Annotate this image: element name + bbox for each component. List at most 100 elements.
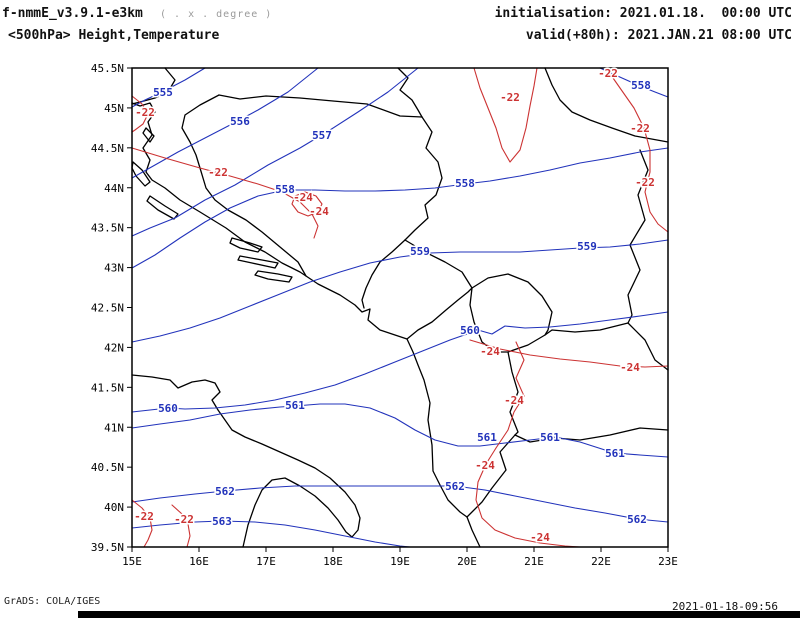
model-title: f-nmmE_v3.9.1-e3km (2, 6, 143, 21)
border-albania-greece (466, 434, 516, 518)
temperature-contour-label: -24 (620, 361, 640, 374)
border-macedonia-north (544, 322, 629, 336)
temperature-contour-label: -22 (208, 166, 228, 179)
creation-timestamp: 2021-01-18-09:56 (672, 600, 778, 613)
border-montenegro-serbia (404, 239, 473, 289)
x-axis-tick-label: 19E (390, 555, 410, 568)
height-contour-562 (131, 485, 669, 523)
field-title: <500hPa> Height,Temperature (8, 28, 220, 43)
island-rab (142, 127, 155, 143)
map-frame (131, 67, 669, 548)
height-contour-label: 558 (631, 79, 651, 92)
height-contour-label: 561 (285, 399, 305, 412)
initialisation-time: initialisation: 2021.01.18. 00:00 UTC (494, 6, 792, 21)
border-slovenia-croatia (131, 67, 176, 105)
temperature-contour-label: -24 (480, 345, 500, 358)
y-axis-tick-label: 43.5N (91, 222, 124, 235)
x-axis-tick-label: 18E (323, 555, 343, 568)
y-axis-tick-label: 41N (104, 421, 124, 434)
border-macedonia-bulgaria (627, 322, 669, 371)
valid-time: valid(+80h): 2021.JAN.21 08:00 UTC (525, 28, 792, 43)
height-contour-label: 557 (312, 129, 332, 142)
border-bosnia-west (181, 94, 307, 277)
border-macedonia-greece (514, 427, 669, 443)
height-contour-560 (131, 311, 669, 413)
height-contour-label: 562 (215, 485, 235, 498)
temperature-contour-label: -22 (500, 91, 520, 104)
y-axis-tick-label: 39.5N (91, 541, 124, 554)
y-axis-tick-label: 45.5N (91, 62, 124, 75)
height-contour-label: 560 (158, 402, 178, 415)
model-subtitle: ( . x . degree ) (160, 9, 273, 20)
bottom-black-bar (78, 611, 800, 618)
height-contour-559 (131, 239, 669, 343)
height-contour-label: 558 (455, 177, 475, 190)
x-axis-tick-label: 21E (524, 555, 544, 568)
height-contour-557 (131, 67, 419, 237)
height-contour-label: 561 (540, 431, 560, 444)
temperature-contour-label: -24 (504, 394, 524, 407)
temperature-contour--24 (469, 339, 669, 368)
height-contour-label: 558 (275, 183, 295, 196)
height-contour-label: 561 (605, 447, 625, 460)
height-contour-label: 559 (577, 240, 597, 253)
border-serbia-romania (544, 67, 669, 143)
y-axis-tick-label: 42N (104, 341, 124, 354)
border-albania-macedonia (507, 351, 519, 436)
island-dugi-otok (146, 195, 179, 220)
border-montenegro-albania (406, 287, 473, 340)
temperature-contour-label: -22 (174, 513, 194, 526)
temperature-contour-label: -22 (135, 106, 155, 119)
y-axis-tick-label: 43N (104, 262, 124, 275)
temperature-contour-label: -24 (530, 531, 550, 544)
border-bosnia-montenegro (361, 239, 406, 309)
border-kosovo (469, 273, 553, 353)
height-contour-label: 559 (410, 245, 430, 258)
temperature-contour--22 (131, 95, 149, 133)
temperature-contour--24 (475, 341, 581, 548)
border-croatia-serbia (397, 67, 423, 118)
height-contour-label: 555 (153, 86, 173, 99)
x-axis-tick-label: 23E (658, 555, 678, 568)
height-contour-558 (131, 147, 669, 269)
x-axis-tick-label: 17E (256, 555, 276, 568)
temperature-contour-label: -22 (598, 67, 618, 80)
height-contour-label: 562 (445, 480, 465, 493)
height-contour-558 (599, 67, 669, 98)
height-contour-563 (131, 520, 411, 548)
border-bosnia-north (218, 94, 423, 118)
height-contour-label: 560 (460, 324, 480, 337)
x-axis-tick-label: 16E (189, 555, 209, 568)
y-axis-tick-label: 40N (104, 501, 124, 514)
x-axis-tick-label: 15E (122, 555, 142, 568)
y-axis-tick-label: 41.5N (91, 381, 124, 394)
height-contour-label: 561 (477, 431, 497, 444)
border-drina (404, 116, 443, 241)
x-axis-tick-label: 20E (457, 555, 477, 568)
height-contour-556 (131, 67, 319, 179)
temperature-contour--22 (131, 499, 153, 548)
island-korcula (254, 270, 293, 283)
coastline-italy (131, 374, 361, 548)
island-hvar (237, 255, 279, 269)
y-axis-tick-label: 42.5N (91, 302, 124, 315)
temperature-contour--22 (171, 504, 191, 548)
temperature-contour-label: -24 (293, 191, 313, 204)
temperature-contour--22 (473, 67, 538, 163)
y-axis-tick-label: 44N (104, 182, 124, 195)
y-axis-tick-label: 45N (104, 102, 124, 115)
y-axis-tick-label: 44.5N (91, 142, 124, 155)
temperature-contour-label: -22 (635, 176, 655, 189)
height-contour-561 (131, 403, 669, 458)
height-contour-label: 556 (230, 115, 250, 128)
temperature-contour-label: -22 (134, 510, 154, 523)
y-axis-tick-label: 40.5N (91, 461, 124, 474)
height-contour-label: 562 (627, 513, 647, 526)
x-axis-tick-label: 22E (591, 555, 611, 568)
coastline-adriatic-east (131, 102, 481, 548)
temperature-contour-label: -24 (475, 459, 495, 472)
temperature-contour-label: -24 (309, 205, 329, 218)
island-brac (229, 237, 263, 253)
height-contour-label: 563 (212, 515, 232, 528)
